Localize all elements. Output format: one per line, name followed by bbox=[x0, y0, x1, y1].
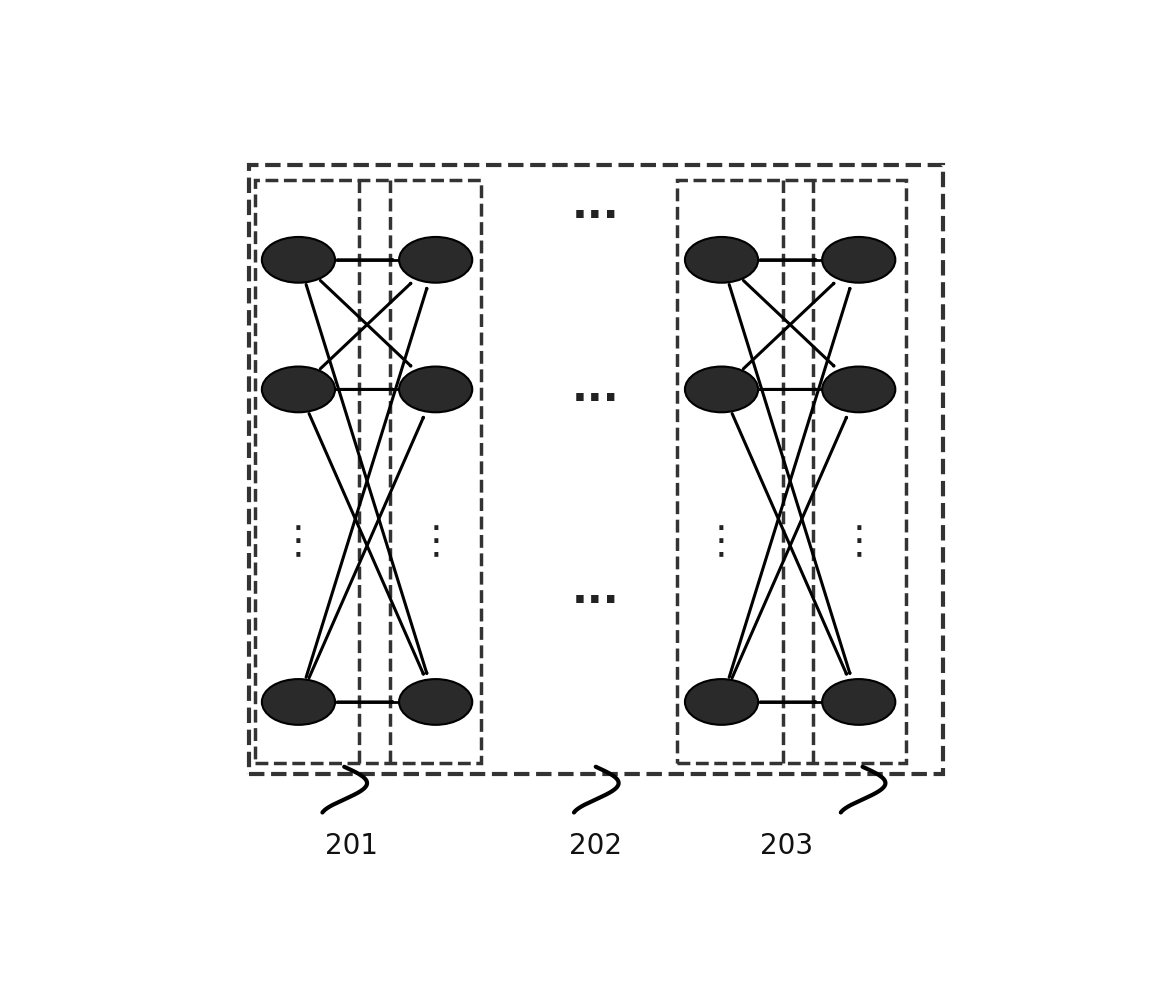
Ellipse shape bbox=[822, 679, 895, 725]
Text: ⋮: ⋮ bbox=[702, 523, 742, 561]
Ellipse shape bbox=[262, 679, 335, 725]
Ellipse shape bbox=[262, 237, 335, 283]
Ellipse shape bbox=[822, 237, 895, 283]
Text: ...: ... bbox=[572, 368, 619, 411]
Text: 202: 202 bbox=[569, 832, 623, 859]
Ellipse shape bbox=[685, 366, 758, 412]
Ellipse shape bbox=[822, 366, 895, 412]
Text: 201: 201 bbox=[326, 832, 379, 859]
Ellipse shape bbox=[400, 366, 472, 412]
Text: ⋮: ⋮ bbox=[280, 523, 318, 561]
Text: ⋮: ⋮ bbox=[840, 523, 878, 561]
Ellipse shape bbox=[400, 679, 472, 725]
Text: 203: 203 bbox=[760, 832, 813, 859]
Ellipse shape bbox=[262, 366, 335, 412]
Text: ...: ... bbox=[572, 570, 619, 613]
Ellipse shape bbox=[685, 237, 758, 283]
Text: ...: ... bbox=[572, 185, 619, 228]
Ellipse shape bbox=[400, 237, 472, 283]
Ellipse shape bbox=[685, 679, 758, 725]
Text: ⋮: ⋮ bbox=[416, 523, 455, 561]
